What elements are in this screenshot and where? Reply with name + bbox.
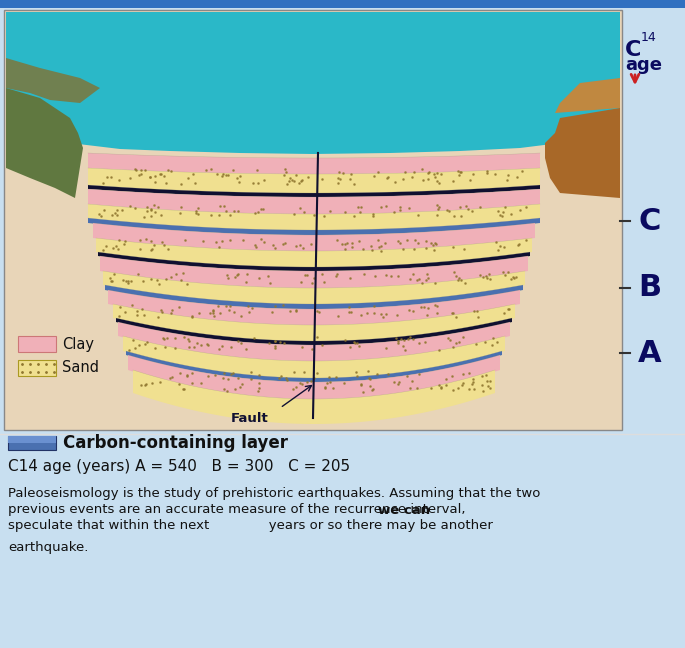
Polygon shape — [88, 185, 540, 197]
Text: A: A — [638, 338, 662, 367]
Text: C14 age (years) A = 540   B = 300   C = 205: C14 age (years) A = 540 B = 300 C = 205 — [8, 459, 350, 474]
Polygon shape — [116, 318, 512, 345]
Text: previous events are an accurate measure of the recurrence interval,: previous events are an accurate measure … — [8, 503, 470, 516]
Text: age: age — [625, 56, 662, 74]
Polygon shape — [108, 290, 520, 325]
Text: earthquake.: earthquake. — [8, 542, 88, 555]
Polygon shape — [96, 238, 532, 267]
Text: Paleoseismology is the study of prehistoric earthquakes. Assuming that the two: Paleoseismology is the study of prehisto… — [8, 487, 540, 500]
Text: we can: we can — [378, 503, 430, 516]
Polygon shape — [88, 168, 540, 193]
Polygon shape — [128, 355, 500, 399]
Polygon shape — [98, 252, 530, 271]
Bar — [8, 436, 56, 443]
Bar — [18, 360, 56, 376]
Polygon shape — [113, 304, 515, 341]
Polygon shape — [93, 223, 535, 251]
Text: speculate that within the next              years or so there may be another: speculate that within the next years or … — [8, 520, 493, 533]
Polygon shape — [545, 12, 620, 198]
Bar — [8, 436, 56, 450]
Polygon shape — [100, 256, 528, 288]
Polygon shape — [103, 271, 525, 304]
Polygon shape — [6, 12, 620, 154]
Polygon shape — [105, 285, 523, 309]
Polygon shape — [6, 12, 83, 198]
Text: Carbon-containing layer: Carbon-containing layer — [63, 434, 288, 452]
Text: Sand: Sand — [62, 360, 99, 375]
Polygon shape — [126, 351, 502, 382]
Polygon shape — [133, 370, 495, 424]
Text: Fault: Fault — [231, 412, 269, 425]
Bar — [4, 10, 622, 430]
Polygon shape — [118, 322, 510, 361]
Text: C: C — [639, 207, 661, 235]
Polygon shape — [555, 12, 620, 113]
Text: Clay: Clay — [62, 336, 94, 351]
Polygon shape — [88, 204, 540, 230]
Polygon shape — [88, 218, 540, 235]
Bar — [0, 0, 685, 8]
Text: 14: 14 — [641, 31, 657, 44]
Polygon shape — [6, 12, 100, 103]
Text: B: B — [638, 273, 662, 303]
Polygon shape — [88, 153, 540, 174]
Text: C: C — [625, 40, 641, 60]
Polygon shape — [88, 189, 540, 214]
Bar — [18, 336, 56, 352]
Polygon shape — [123, 336, 505, 378]
